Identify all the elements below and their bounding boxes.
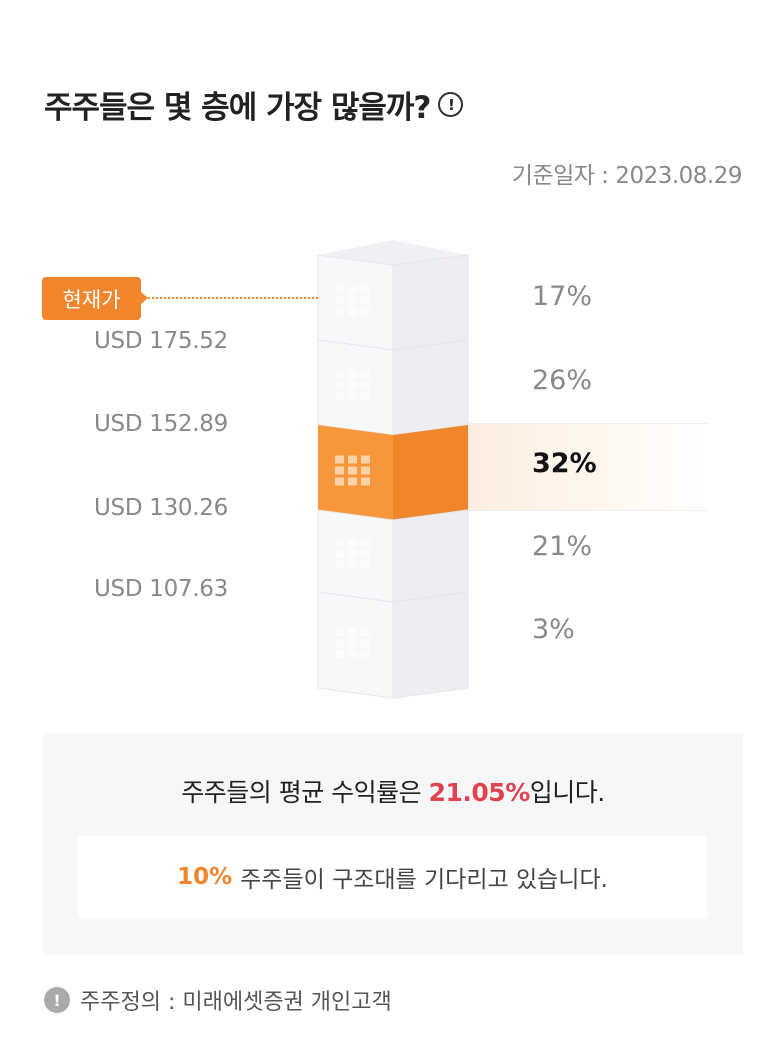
price-label: USD 130.26 [94,495,228,521]
window-icon [335,639,344,647]
window-icon [335,650,344,658]
window-icon [361,296,370,305]
footnote: ! 주주정의 : 미래에셋증권 개인고객 [44,984,392,1016]
window-icon [361,477,370,486]
floor-percent-highlight: 32% [532,448,597,479]
building-chart [317,240,469,699]
window-icon [361,550,370,558]
rescue-value: 10% [177,864,233,890]
building-roof [318,240,468,265]
avg-prefix: 주주들의 평균 수익률은 [181,778,429,807]
footnote-text: 주주정의 : 미래에셋증권 개인고객 [80,990,392,1015]
window-icon [348,539,357,547]
window-icon [348,296,357,305]
floor-percent: 3% [532,614,575,645]
window-icon [348,307,357,316]
window-icon [361,561,370,569]
window-icon [348,466,357,475]
avg-value: 21.05% [428,778,531,807]
window-icon [361,392,370,401]
window-icon [361,639,370,647]
summary-box: 주주들의 평균 수익률은 21.05%입니다. 10% 주주들이 구조대를 기다리… [43,733,743,955]
highlight-band [468,423,708,511]
window-icon [348,370,357,379]
window-icon [335,392,344,401]
floor-right-face [393,425,468,520]
info-icon[interactable]: ! [438,92,464,117]
window-icon [361,381,370,390]
current-price-badge: 현재가 [42,277,148,320]
window-icon [348,392,357,401]
rescue-text: 주주들이 구조대를 기다리고 있습니다. [240,867,608,893]
window-icon [335,628,344,636]
window-icon [348,455,357,464]
rescue-box: 10% 주주들이 구조대를 기다리고 있습니다. [78,836,707,918]
reference-date: 기준일자 : 2023.08.29 [511,163,743,189]
page-title: 주주들은 몇 층에 가장 많을까?! [44,82,464,127]
floor-right-face [392,254,469,351]
window-icon [361,307,370,316]
window-icon [335,381,344,390]
price-label: USD 175.52 [94,328,228,354]
window-icon [361,466,370,475]
floor-right-face [392,509,469,603]
window-icon [335,307,344,316]
window-icon [335,455,344,464]
window-icon [348,628,357,636]
floor-right-face [392,339,469,436]
window-icon [335,550,344,558]
window-icon [348,550,357,558]
floor-percent: 26% [532,365,593,396]
avg-suffix: 입니다. [529,778,605,807]
window-icon [361,370,370,379]
window-icon [348,477,357,486]
window-icon [335,466,344,475]
price-label: USD 107.63 [94,576,228,602]
window-icon [335,285,344,294]
window-icon [335,296,344,305]
window-icon [361,628,370,636]
current-price-line [148,297,318,299]
floor-right-face [392,591,469,699]
window-icon [335,477,344,486]
window-icon [348,381,357,390]
window-icon [335,370,344,379]
window-icon [361,650,370,658]
window-icon [348,650,357,658]
window-icon [361,285,370,294]
window-icon [361,455,370,464]
price-label: USD 152.89 [94,411,228,437]
window-icon [335,561,344,569]
building-svg [317,240,469,699]
title-text: 주주들은 몇 층에 가장 많을까? [44,90,431,126]
window-icon [361,539,370,547]
window-icon [348,285,357,294]
window-icon [335,539,344,547]
window-icon [348,639,357,647]
floor-percent: 17% [532,281,593,312]
floor-percent: 21% [532,531,593,562]
window-icon [348,561,357,569]
info-icon: ! [44,987,70,1013]
average-return: 주주들의 평균 수익률은 21.05%입니다. [43,773,743,809]
